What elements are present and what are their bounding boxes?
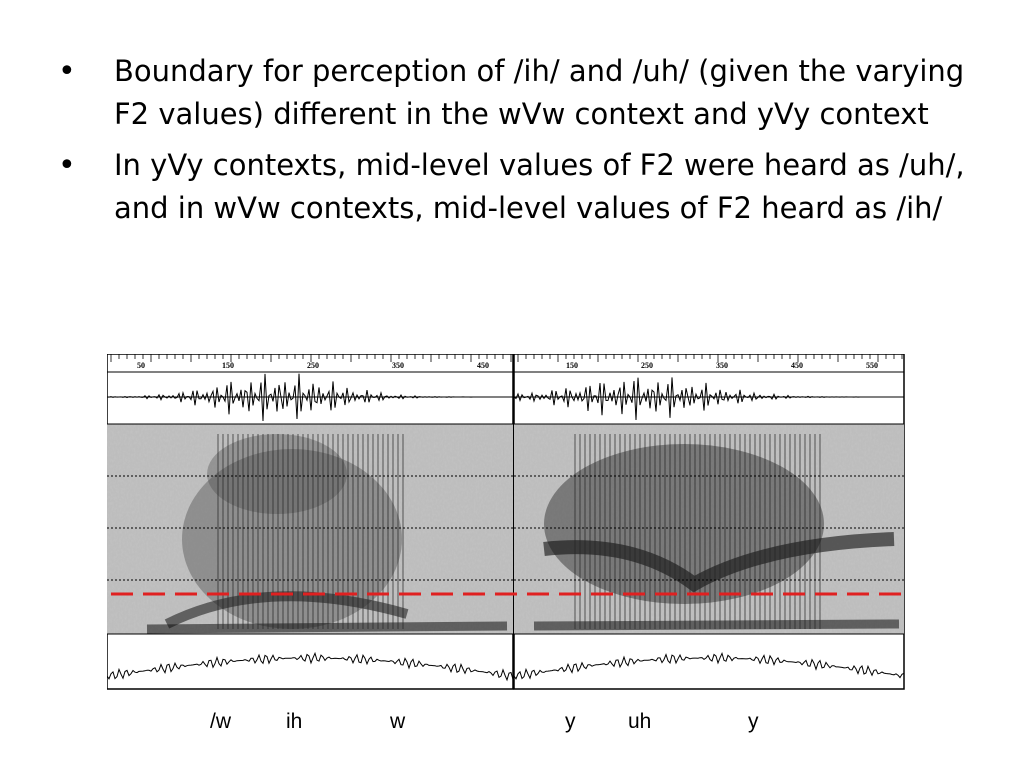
time-ruler-right: 150 250 350 450 550 [514,354,904,373]
ruler-tick-label: 150 [222,361,234,370]
phone-label-y2: y [748,710,759,733]
phone-label-uh: uh [628,710,652,733]
panel-wvw: 50 150 250 350 450 [107,354,514,690]
ruler-tick-label: 250 [641,361,653,370]
phone-label-ih: ih [286,710,303,733]
bullet-2-text: In yVy contexts, mid-level values of F2 … [114,148,965,225]
bullet-1-text: Boundary for perception of /ih/ and /uh/… [114,54,965,131]
ruler-tick-label: 150 [566,361,578,370]
ruler-tick-label: 250 [307,361,319,370]
bullet-list: • Boundary for perception of /ih/ and /u… [58,50,988,238]
ruler-tick-label: 50 [137,361,145,370]
phone-label-w2: w [390,710,406,733]
ruler-tick-label: 550 [866,361,878,370]
panel-yvy: 150 250 350 450 550 [513,354,905,690]
bullet-dot-icon: • [58,148,76,183]
phone-label-y1: y [565,710,576,733]
ruler-tick-label: 450 [791,361,803,370]
time-ruler-left: 50 150 250 350 450 [107,354,513,373]
spectrogram-figure: 50 150 250 350 450 150 250 350 450 550 [107,354,905,690]
bullet-2: • In yVy contexts, mid-level values of F… [58,144,988,230]
bullet-1: • Boundary for perception of /ih/ and /u… [58,50,988,136]
ruler-tick-label: 350 [392,361,404,370]
ruler-tick-label: 350 [716,361,728,370]
phone-label-w1: /w [210,710,231,733]
phone-labels: /w ih w y uh y [0,710,1024,740]
ruler-tick-label: 450 [477,361,489,370]
bullet-dot-icon: • [58,54,76,89]
